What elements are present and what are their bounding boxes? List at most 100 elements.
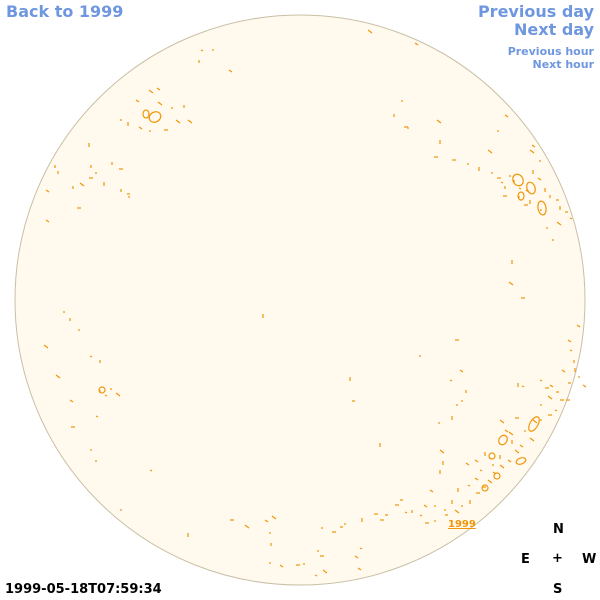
compass-center: + (552, 551, 563, 566)
contour-mark (354, 555, 359, 559)
previous-hour-link[interactable]: Previous hour (507, 45, 594, 58)
previous-day-link[interactable]: Previous day (477, 2, 594, 21)
contour-mark (79, 182, 85, 187)
contour-mark (436, 119, 442, 124)
contour-mark (135, 99, 140, 103)
next-day-link[interactable]: Next day (514, 20, 594, 39)
contour-loop (517, 191, 525, 201)
contour-mark (576, 324, 581, 328)
contour-mark (228, 69, 233, 73)
contour-mark (55, 374, 61, 379)
contour-loop (148, 111, 162, 123)
contour-loop (526, 181, 536, 195)
contour-loop (98, 386, 106, 394)
contour-mark (439, 449, 445, 454)
contour-mark (569, 349, 573, 352)
contour-mark (148, 89, 154, 94)
contour-mark (569, 217, 573, 220)
contour-loop (488, 452, 496, 460)
contour-mark (521, 385, 525, 388)
contour-mark (529, 149, 535, 154)
contour-loop (493, 472, 501, 480)
contour-mark (529, 437, 535, 442)
contour-mark (554, 409, 558, 412)
contour-loop (481, 484, 489, 492)
contour-mark (423, 504, 428, 508)
contour-loop (512, 173, 524, 187)
contour-loop (515, 457, 527, 465)
contour-mark (187, 119, 193, 124)
contour-mark (95, 415, 99, 418)
contour-mark (467, 484, 471, 487)
contour-loop (498, 434, 508, 446)
contour-mark (539, 379, 543, 382)
contour-loop (537, 200, 547, 216)
contour-mark (549, 384, 554, 388)
contour-mark (149, 469, 153, 472)
contour-mark (359, 547, 363, 550)
contour-mark (414, 42, 419, 46)
contour-mark (271, 515, 277, 520)
next-hour-link[interactable]: Next hour (532, 58, 595, 71)
contour-mark (518, 187, 522, 190)
contour-mark (508, 281, 514, 286)
contour-mark (138, 126, 143, 130)
contour-mark (532, 419, 538, 424)
contour-mark (499, 464, 505, 469)
contour-mark (104, 394, 108, 397)
contour-mark (519, 444, 524, 448)
compass-east: E (521, 552, 530, 567)
contour-mark (200, 49, 204, 52)
contour-mark (69, 399, 74, 403)
contour-mark (500, 181, 504, 184)
year-marker-label[interactable]: 1999 (448, 519, 476, 530)
contour-mark (487, 149, 493, 154)
contour-mark (514, 449, 520, 454)
contour-loop (142, 109, 150, 119)
contour-mark (465, 462, 470, 466)
contour-mark (115, 392, 121, 397)
contour-mark (508, 431, 514, 436)
contour-mark (479, 469, 483, 472)
contour-mark (367, 29, 373, 34)
contour-mark (507, 459, 512, 463)
contour-mark (279, 564, 284, 568)
contour-mark (567, 339, 572, 343)
contour-mark (454, 509, 460, 514)
contour-mark (156, 87, 161, 91)
compass-north: N (553, 522, 564, 537)
contour-mark (547, 395, 553, 400)
magnetogram-contours (43, 29, 587, 577)
compass-south: S (553, 582, 563, 597)
observation-timestamp: 1999-05-18T07:59:34 (5, 582, 162, 597)
contour-mark (582, 384, 587, 388)
contour-mark (404, 511, 408, 514)
contour-mark (561, 369, 566, 373)
contour-mark (474, 459, 479, 463)
contour-mark (45, 189, 50, 193)
contour-mark (89, 355, 93, 358)
compass-west: W (582, 552, 597, 567)
contour-mark (487, 479, 493, 484)
contour-mark (419, 514, 423, 517)
contour-mark (499, 419, 505, 424)
contour-mark (43, 344, 49, 349)
contour-mark (157, 101, 163, 106)
contour-mark (314, 574, 318, 577)
contour-mark (459, 369, 464, 373)
contour-mark (537, 177, 542, 181)
contour-mark (531, 144, 536, 148)
contour-mark (264, 519, 269, 523)
contour-mark (429, 489, 434, 493)
contour-loop (528, 416, 540, 432)
contour-mark (175, 119, 181, 124)
back-to-year-link[interactable]: Back to 1999 (6, 2, 124, 21)
contour-mark (244, 524, 250, 529)
contour-mark (556, 221, 562, 226)
contour-mark (504, 114, 509, 118)
solar-disk (14, 14, 586, 586)
contour-mark (504, 429, 509, 433)
contour-mark (322, 569, 328, 574)
contour-mark (357, 567, 362, 571)
